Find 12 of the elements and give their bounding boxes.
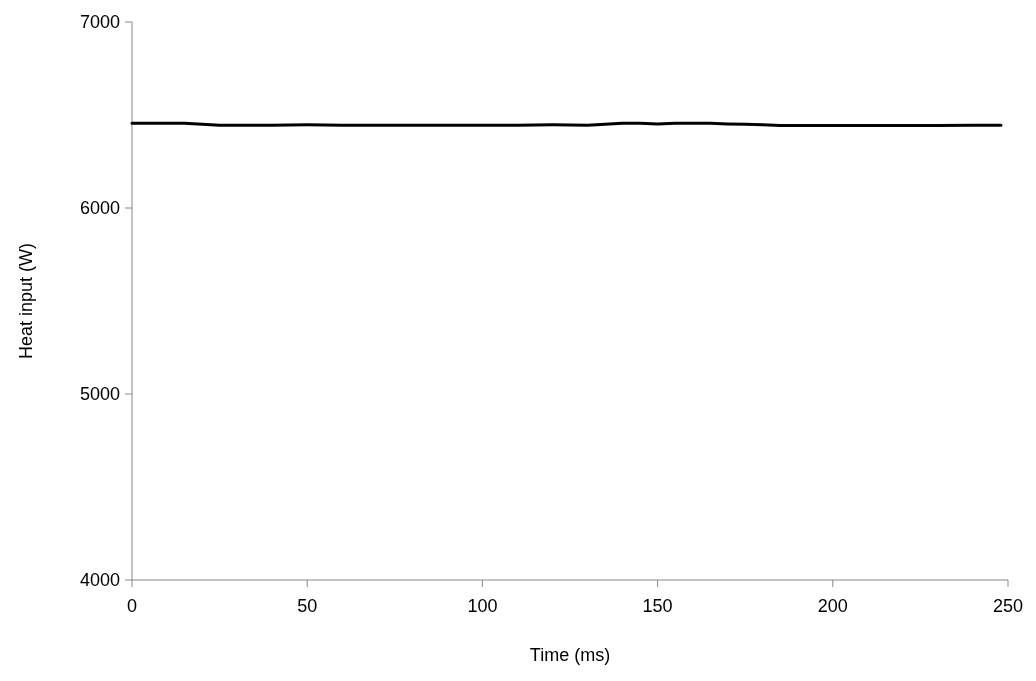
y-tick-label: 6000: [79, 198, 120, 219]
x-tick-label: 50: [297, 596, 318, 616]
y-axis-title: Heat input (W): [16, 242, 36, 360]
y-tick-label: 5000: [79, 384, 120, 405]
x-tick-label: 250: [992, 596, 1024, 616]
x-tick-label: 0: [126, 596, 138, 616]
x-tick-label: 200: [817, 596, 848, 616]
y-tick-label: 7000: [79, 12, 120, 33]
x-tick-label: 150: [642, 596, 673, 616]
y-tick-label: 4000: [79, 570, 120, 591]
x-axis-title: Time (ms): [529, 645, 611, 665]
x-tick-label: 100: [467, 596, 498, 616]
